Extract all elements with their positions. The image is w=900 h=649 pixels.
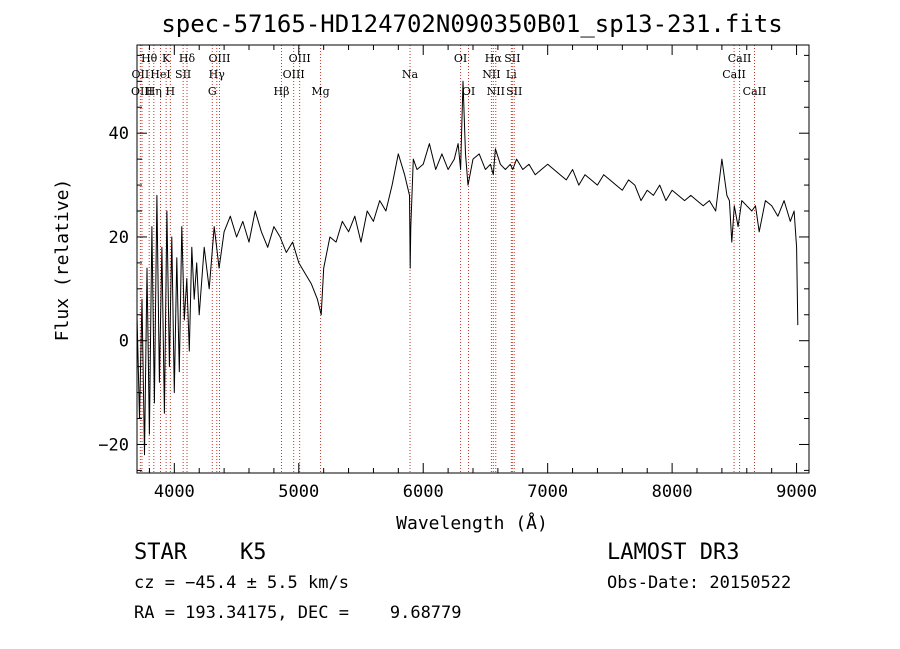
survey-name: LAMOST DR3 [607, 540, 740, 565]
line-label-15: Mg [311, 85, 329, 98]
line-label-13: OIII [283, 68, 305, 81]
line-label-10: Hγ [209, 68, 226, 81]
line-label-19: NII [482, 68, 500, 81]
obs-date: Obs-Date: 20150522 [607, 573, 792, 593]
line-label-0: Hθ [141, 52, 158, 65]
y-axis-label: Flux (relative) [52, 179, 73, 342]
y-tick-label: −20 [98, 435, 129, 455]
object-class: STAR [134, 540, 187, 565]
y-tick-label: 20 [109, 228, 129, 248]
line-label-7: SII [175, 68, 191, 81]
line-label-6: H [166, 85, 176, 98]
line-label-25: CaII [722, 68, 746, 81]
line-label-23: Li [506, 68, 517, 81]
line-label-5: K [162, 52, 171, 65]
line-label-26: CaII [728, 52, 752, 65]
line-label-24: SII [506, 85, 522, 98]
axis-ticks [137, 45, 809, 473]
line-label-17: OI [454, 52, 467, 65]
line-label-3: Hη [146, 85, 162, 98]
line-label-16: Na [402, 68, 419, 81]
x-tick-label: 4000 [154, 482, 195, 502]
line-label-11: OIII [208, 52, 230, 65]
x-tick-label: 6000 [403, 482, 444, 502]
line-label-8: Hδ [179, 52, 196, 65]
line-label-2: OIII [131, 85, 153, 98]
line-markers [139, 45, 755, 473]
plot-frame [136, 44, 810, 474]
line-label-1: OII [132, 68, 150, 81]
line-label-21: NII [487, 85, 505, 98]
x-axis-label: Wavelength (Å) [396, 512, 548, 534]
line-label-18: OI [462, 85, 475, 98]
line-label-20: Hα [485, 52, 503, 65]
line-label-4: HeI [150, 68, 170, 81]
x-tick-label: 9000 [776, 482, 817, 502]
coordinates: RA = 193.34175, DEC = 9.68779 [134, 603, 462, 623]
line-label-12: Hβ [274, 85, 290, 98]
line-marker-labels: HθOIIOIIIHηHeIKHSIIHδGHγOIIIHβOIIIOIIIMg… [131, 52, 766, 98]
y-tick-label: 40 [109, 124, 129, 144]
x-tick-label: 7000 [527, 482, 568, 502]
y-tick-label: 0 [119, 332, 129, 352]
x-tick-label: 5000 [278, 482, 319, 502]
line-label-27: CaII [743, 85, 767, 98]
line-label-9: G [208, 85, 217, 98]
subclass: K5 [240, 540, 267, 565]
spectrum-line [136, 80, 799, 456]
x-tick-label: 8000 [652, 482, 693, 502]
redshift: cz = −45.4 ± 5.5 km/s [134, 573, 349, 593]
tick-labels: 4000 5000 6000 7000 8000 9000 −20 0 20 40 [98, 124, 817, 502]
line-label-22: SII [504, 52, 520, 65]
line-label-14: OIII [289, 52, 311, 65]
chart-title: spec-57165-HD124702N090350B01_sp13-231.f… [161, 10, 782, 38]
